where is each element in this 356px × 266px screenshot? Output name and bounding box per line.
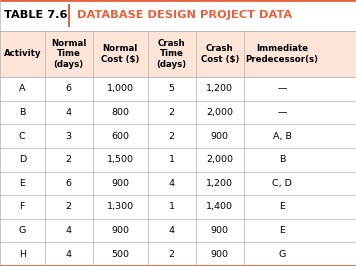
Text: 2: 2 [169,250,175,259]
Bar [0,148,356,172]
Bar [0,124,356,148]
Text: 900: 900 [111,179,129,188]
Text: 4: 4 [66,250,72,259]
Text: 900: 900 [111,226,129,235]
Text: DATABASE DESIGN PROJECT DATA: DATABASE DESIGN PROJECT DATA [77,10,292,20]
Text: E: E [279,202,285,211]
Text: 1,200: 1,200 [206,84,233,93]
Text: H: H [19,250,26,259]
Text: 2,000: 2,000 [206,108,233,117]
Bar [0,101,356,124]
Text: 600: 600 [111,132,129,141]
Text: 4: 4 [66,108,72,117]
Bar [0,31,356,77]
Bar [0,172,356,195]
Bar [68,4,70,27]
Text: 4: 4 [169,179,175,188]
Text: E: E [279,226,285,235]
Text: 500: 500 [111,250,129,259]
Text: 1,400: 1,400 [206,202,233,211]
Text: 800: 800 [111,108,129,117]
Text: 4: 4 [169,226,175,235]
Text: C, D: C, D [272,179,292,188]
Text: Normal
Cost ($): Normal Cost ($) [101,44,139,64]
Text: 1,200: 1,200 [206,179,233,188]
Text: 900: 900 [211,250,229,259]
Text: 1: 1 [169,202,175,211]
Text: 2: 2 [66,155,72,164]
Text: 900: 900 [211,132,229,141]
Text: F: F [20,202,25,211]
Text: 1: 1 [169,155,175,164]
Text: 2: 2 [169,108,175,117]
Text: A: A [19,84,26,93]
Text: E: E [19,179,25,188]
Text: 2: 2 [169,132,175,141]
Text: Activity: Activity [4,49,41,58]
Text: 3: 3 [66,132,72,141]
Text: 5: 5 [169,84,175,93]
Text: 2: 2 [66,202,72,211]
Text: 4: 4 [66,226,72,235]
Text: D: D [19,155,26,164]
Text: 1,000: 1,000 [107,84,134,93]
Text: Crash
Time
(days): Crash Time (days) [157,39,187,69]
Text: C: C [19,132,26,141]
Text: 1,300: 1,300 [106,202,134,211]
Text: B: B [19,108,25,117]
Text: G: G [278,250,286,259]
Text: 900: 900 [211,226,229,235]
Text: 6: 6 [66,179,72,188]
Text: TABLE 7.6: TABLE 7.6 [4,10,68,20]
Bar [0,242,356,266]
Text: 2,000: 2,000 [206,155,233,164]
Text: 6: 6 [66,84,72,93]
Text: Immediate
Predecessor(s): Immediate Predecessor(s) [246,44,319,64]
Text: 1,500: 1,500 [107,155,134,164]
Bar [0,77,356,101]
Bar [0,195,356,219]
Text: —: — [277,84,287,93]
Bar [0,0,356,31]
Text: G: G [19,226,26,235]
Bar [0,219,356,242]
Text: Normal
Time
(days): Normal Time (days) [51,39,86,69]
Text: —: — [277,108,287,117]
Text: A, B: A, B [273,132,292,141]
Text: B: B [279,155,285,164]
Text: Crash
Cost ($): Crash Cost ($) [201,44,239,64]
